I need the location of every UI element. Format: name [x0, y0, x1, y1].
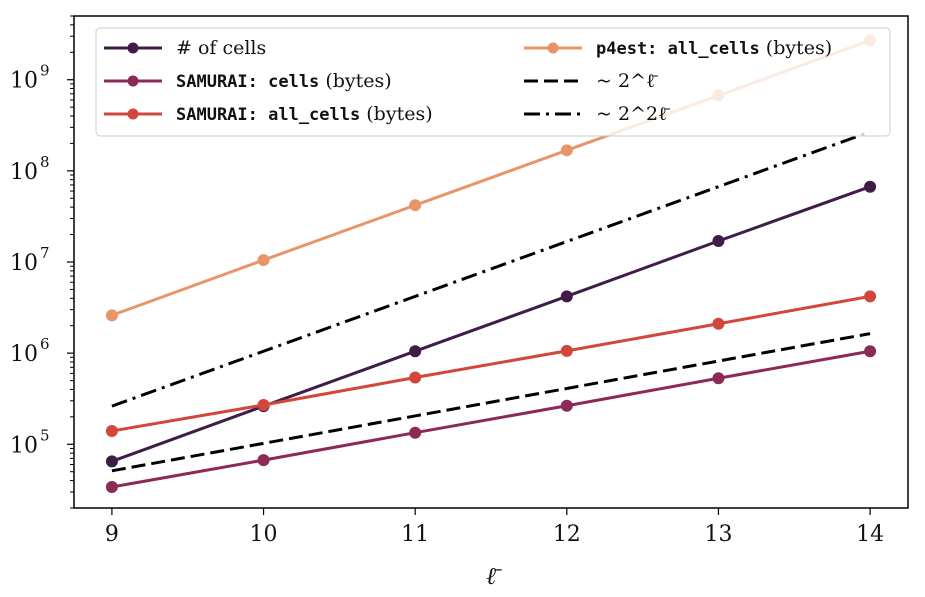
y-tick-label: 10	[10, 433, 38, 458]
data-point-samurai_all_cells	[257, 398, 270, 411]
y-tick-base: 10	[10, 433, 38, 458]
data-point-p4est_all_cells	[560, 144, 573, 157]
y-tick-exponent: 6	[40, 335, 50, 353]
y-tick-base: 10	[10, 342, 38, 367]
x-tick-label: 9	[105, 522, 119, 547]
y-tick-base: 10	[10, 251, 38, 276]
legend-label-part: (bytes)	[319, 70, 391, 92]
legend-marker-p4est_all_cells	[547, 42, 559, 54]
data-point-num_cells	[105, 455, 118, 468]
series-line-ref_2l	[111, 332, 871, 473]
data-point-samurai_cells	[105, 480, 118, 493]
legend-label-ref_2l: ~ 2^ℓ̄	[596, 70, 658, 92]
data-point-num_cells	[712, 234, 725, 247]
data-point-p4est_all_cells	[105, 309, 118, 322]
legend-marker-samurai_all_cells	[127, 108, 139, 120]
data-point-samurai_all_cells	[105, 424, 118, 437]
data-point-samurai_all_cells	[864, 290, 877, 303]
legend-label-part: ~ 2^2ℓ̄	[596, 103, 670, 125]
legend-label-part: ~ 2^ℓ̄	[596, 70, 658, 92]
series-line-ref_22l	[111, 130, 871, 408]
y-tick-label: 10	[10, 251, 38, 276]
x-axis-label: ℓ̄	[486, 562, 502, 590]
data-point-samurai_all_cells	[560, 344, 573, 357]
x-tick-label: 10	[250, 522, 278, 547]
legend-label-samurai_cells: SAMURAI: cells (bytes)	[176, 70, 392, 92]
data-point-samurai_all_cells	[712, 317, 725, 330]
plot-marks	[105, 34, 877, 493]
x-tick-label: 11	[401, 522, 429, 547]
data-point-samurai_cells	[257, 454, 270, 467]
y-tick-label: 10	[10, 342, 38, 367]
data-point-num_cells	[864, 180, 877, 193]
y-tick-exponent: 8	[40, 153, 50, 171]
y-tick-exponent: 9	[40, 62, 50, 80]
legend-box	[95, 27, 891, 137]
x-tick-label: 14	[856, 522, 884, 547]
series-line-num_cells	[111, 185, 871, 463]
y-tick-exponent: 7	[40, 244, 50, 262]
data-point-num_cells	[560, 290, 573, 303]
legend-label-part: # of cells	[176, 37, 266, 59]
data-point-num_cells	[409, 345, 422, 358]
legend-marker-num_cells	[127, 42, 139, 54]
legend-label-num_cells: # of cells	[176, 37, 266, 59]
y-tick-exponent: 5	[40, 426, 50, 444]
data-point-samurai_cells	[712, 372, 725, 385]
x-axis: 9 10 11 12 13 14	[105, 508, 884, 547]
legend-label-samurai_all_cells: SAMURAI: all_cells (bytes)	[176, 103, 433, 125]
y-tick-base: 10	[10, 160, 38, 185]
y-tick-label: 10	[10, 160, 38, 185]
legend-label-p4est_all_cells: p4est: all_cells (bytes)	[596, 37, 832, 59]
y-tick-base: 10	[10, 69, 38, 94]
series-line-samurai_all_cells	[111, 294, 871, 433]
x-tick-label: 13	[704, 522, 732, 547]
x-tick-label: 12	[553, 522, 581, 547]
legend-marker-samurai_cells	[127, 75, 139, 87]
series-line-samurai_cells	[111, 349, 871, 489]
legend-label-part: SAMURAI: cells	[176, 72, 319, 92]
data-point-samurai_cells	[409, 426, 422, 439]
legend-label-part: SAMURAI: all_cells	[176, 105, 360, 125]
data-point-samurai_cells	[560, 399, 573, 412]
legend-label-part: (bytes)	[360, 103, 432, 125]
y-tick-label: 10	[10, 69, 38, 94]
legend-label-part: (bytes)	[760, 37, 832, 59]
data-point-p4est_all_cells	[409, 199, 422, 212]
legend-label-part: p4est: all_cells	[596, 39, 760, 59]
data-point-p4est_all_cells	[257, 254, 270, 267]
legend-label-ref_22l: ~ 2^2ℓ̄	[596, 103, 670, 125]
data-point-samurai_all_cells	[409, 371, 422, 384]
data-point-samurai_cells	[864, 345, 877, 358]
